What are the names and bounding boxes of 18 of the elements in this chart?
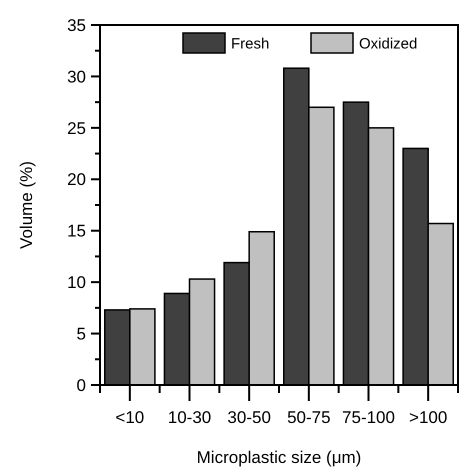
y-axis-title: Volume (%) xyxy=(17,161,36,249)
y-tick-label: 25 xyxy=(67,118,86,138)
y-tick-label: 35 xyxy=(67,16,86,35)
y-tick-label: 0 xyxy=(76,376,86,395)
x-tick-label: 30-50 xyxy=(227,408,271,427)
y-tick-label: 30 xyxy=(67,67,86,86)
x-tick-label: >100 xyxy=(409,408,448,427)
y-tick-label: 5 xyxy=(76,324,86,344)
x-tick-label: 75-100 xyxy=(342,408,395,427)
x-tick-label: 50-75 xyxy=(287,408,331,427)
y-tick-label: 10 xyxy=(67,273,86,292)
legend-label: Oxidized xyxy=(359,35,418,52)
y-tick-label: 15 xyxy=(67,222,86,241)
x-tick-label: 10-30 xyxy=(168,408,212,427)
x-axis-title: Microplastic size (μm) xyxy=(196,448,362,467)
x-tick-label: <10 xyxy=(115,408,144,427)
y-tick-label: 20 xyxy=(67,170,86,190)
legend-label: Fresh xyxy=(231,35,270,52)
